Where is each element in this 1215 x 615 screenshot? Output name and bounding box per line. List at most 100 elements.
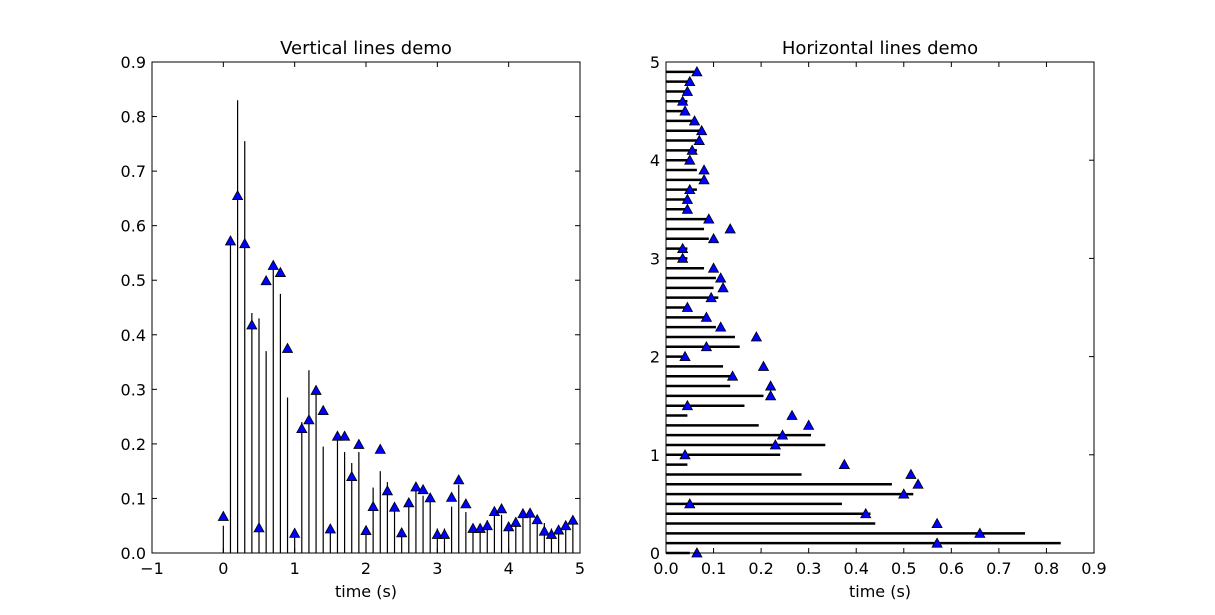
triangle-marker: [679, 105, 691, 116]
horizontal-lines-xlabel: time (s): [849, 582, 911, 601]
y-tick-label: 0.0: [121, 544, 146, 563]
triangle-marker: [776, 429, 789, 440]
triangle-marker: [281, 342, 294, 353]
triangle-marker: [481, 519, 493, 531]
y-tick-label: 0.4: [121, 326, 146, 345]
triangle-marker: [431, 528, 444, 539]
triangle-marker: [310, 384, 322, 395]
vertical-lines-title: Vertical lines demo: [280, 38, 452, 59]
triangle-marker: [703, 213, 715, 224]
triangle-marker: [676, 95, 689, 106]
triangle-marker: [860, 507, 872, 519]
triangle-marker: [769, 439, 782, 450]
triangle-marker: [786, 409, 798, 420]
x-tick-label: 0.7: [986, 559, 1011, 578]
x-tick-label: 2: [361, 559, 371, 578]
triangle-marker: [684, 154, 696, 165]
triangle-marker: [698, 174, 710, 185]
triangle-marker: [912, 478, 924, 489]
triangle-marker: [253, 522, 265, 533]
triangle-marker: [353, 438, 365, 449]
triangle-marker: [488, 505, 501, 516]
x-tick-label: −1: [140, 559, 164, 578]
triangle-marker: [224, 235, 237, 246]
triangle-marker: [239, 237, 251, 249]
triangle-marker: [974, 527, 986, 538]
y-tick-label: 0.8: [121, 108, 146, 127]
triangle-marker: [517, 507, 529, 519]
triangle-marker: [684, 183, 696, 195]
horizontal-lines-marks: [666, 65, 1061, 558]
x-tick-label: 0.4: [843, 559, 868, 578]
y-tick-label: 0: [650, 544, 660, 563]
triangle-marker: [445, 491, 458, 502]
triangle-marker: [324, 523, 337, 534]
x-tick-label: 4: [504, 559, 514, 578]
x-tick-label: 0.8: [1034, 559, 1059, 578]
triangle-marker: [460, 498, 472, 509]
triangle-marker: [453, 474, 465, 485]
triangle-marker: [231, 189, 244, 201]
triangle-marker: [417, 483, 429, 495]
y-tick-label: 4: [650, 151, 660, 170]
triangle-marker: [700, 340, 713, 352]
y-tick-label: 1: [650, 446, 660, 465]
triangle-marker: [395, 526, 408, 538]
horizontal-lines-axes-frame: [665, 61, 1095, 554]
x-tick-label: 5: [575, 559, 585, 578]
triangle-marker: [495, 502, 508, 514]
triangle-marker: [424, 492, 436, 503]
y-tick-label: 0.9: [121, 53, 146, 72]
triangle-marker: [676, 252, 689, 263]
horizontal-lines-panel: Horizontal lines demo time (s) 0.0 0.1 0.2…: [650, 38, 1107, 601]
triangle-marker: [438, 528, 451, 539]
vertical-lines-ticks: −1 0 1 2 3 4 5 0.0 0.1 0.2 0.3 0.4 0.5 0.6 0.7 0.8 0.9: [121, 53, 586, 578]
y-tick-label: 0.5: [121, 271, 146, 290]
triangle-marker: [681, 203, 694, 214]
triangle-marker: [524, 507, 536, 518]
x-tick-label: 0: [218, 559, 228, 578]
x-tick-label: 3: [432, 559, 442, 578]
triangle-marker: [410, 481, 422, 492]
triangle-marker: [560, 519, 572, 531]
x-tick-label: 0.9: [1081, 559, 1106, 578]
triangle-marker: [707, 232, 720, 244]
triangle-marker: [684, 75, 696, 87]
x-tick-label: 1: [290, 559, 300, 578]
x-tick-label: 0.2: [748, 559, 773, 578]
triangle-marker: [288, 527, 301, 538]
triangle-marker: [717, 282, 729, 293]
x-tick-label: 0.3: [796, 559, 821, 578]
triangle-marker: [838, 458, 851, 470]
triangle-marker: [757, 360, 770, 371]
triangle-marker: [695, 124, 708, 136]
triangle-marker: [715, 272, 727, 283]
triangle-marker: [931, 517, 943, 528]
triangle-marker: [681, 85, 694, 96]
triangle-marker: [764, 380, 777, 391]
triangle-marker: [724, 223, 736, 234]
vertical-lines-xlabel: time (s): [335, 582, 397, 601]
triangle-marker: [705, 291, 717, 303]
triangle-marker: [802, 419, 815, 430]
triangle-marker: [267, 259, 279, 270]
triangle-marker: [296, 422, 308, 434]
y-tick-label: 5: [650, 53, 660, 72]
triangle-marker: [905, 468, 917, 479]
triangle-marker: [764, 390, 777, 401]
triangle-marker: [260, 274, 272, 286]
triangle-marker: [691, 65, 703, 77]
horizontal-lines-title: Horizontal lines demo: [782, 38, 978, 59]
triangle-marker: [338, 430, 351, 441]
triangle-marker: [381, 484, 394, 496]
triangle-marker: [274, 266, 287, 277]
triangle-marker: [403, 496, 415, 508]
vertical-lines-axes-frame: [151, 61, 581, 554]
triangle-marker: [467, 522, 479, 533]
triangle-marker: [217, 510, 230, 521]
vertical-lines-marks: [217, 100, 579, 553]
triangle-marker: [700, 311, 713, 322]
triangle-marker: [726, 370, 739, 381]
